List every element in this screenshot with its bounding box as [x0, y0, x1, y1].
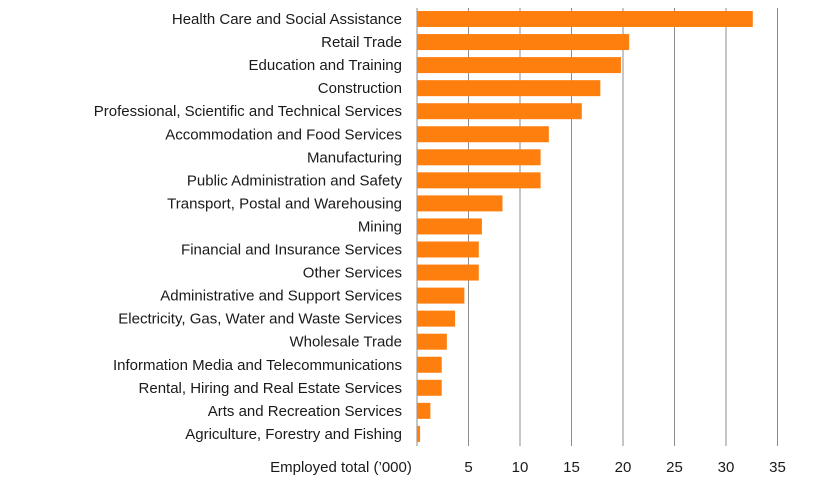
x-axis-title: Employed total (’000)	[270, 459, 412, 476]
bar	[417, 57, 621, 74]
category-label: Accommodation and Food Services	[165, 126, 402, 143]
x-tick-label: 10	[512, 459, 529, 476]
category-label: Education and Training	[249, 57, 402, 74]
bar	[417, 103, 582, 120]
bar	[417, 149, 541, 166]
bar	[417, 126, 549, 143]
bar	[417, 241, 479, 258]
x-tick-label: 35	[769, 459, 786, 476]
category-label: Administrative and Support Services	[160, 288, 402, 305]
x-tick-label: 5	[464, 459, 472, 476]
x-tick-label: 15	[563, 459, 580, 476]
bar	[417, 379, 442, 396]
bar	[417, 195, 503, 212]
bar	[417, 356, 442, 373]
category-labels: Health Care and Social Assistance Retail …	[94, 11, 403, 443]
category-label: Wholesale Trade	[289, 334, 402, 351]
category-label: Manufacturing	[307, 149, 402, 166]
x-tick-label: 20	[615, 459, 632, 476]
bar	[417, 425, 421, 442]
category-label: Retail Trade	[321, 34, 402, 51]
category-label: Financial and Insurance Services	[181, 242, 402, 259]
bar	[417, 80, 601, 97]
category-label: Professional, Scientific and Technical S…	[94, 103, 402, 120]
category-label: Mining	[358, 218, 402, 235]
category-label: Rental, Hiring and Real Estate Services	[139, 380, 402, 397]
bar	[417, 218, 482, 235]
bar	[417, 172, 541, 189]
category-label: Electricity, Gas, Water and Waste Servic…	[118, 311, 402, 328]
bar	[417, 34, 630, 51]
category-label: Health Care and Social Assistance	[172, 11, 402, 28]
category-label: Transport, Postal and Warehousing	[167, 195, 402, 212]
category-label: Arts and Recreation Services	[208, 403, 402, 420]
bar	[417, 402, 431, 419]
x-tick-labels: 5 10 15 20 25 30 35	[464, 459, 786, 476]
x-tick-label: 30	[718, 459, 735, 476]
category-label: Construction	[318, 80, 402, 97]
bar	[417, 264, 479, 281]
bars	[417, 11, 753, 442]
bar	[417, 310, 456, 327]
bar	[417, 333, 447, 350]
bar	[417, 287, 465, 304]
category-label: Agriculture, Forestry and Fishing	[185, 426, 402, 443]
bar	[417, 11, 753, 27]
category-label: Other Services	[303, 265, 402, 282]
x-tick-label: 25	[666, 459, 683, 476]
category-label: Information Media and Telecommunications	[113, 357, 402, 374]
category-label: Public Administration and Safety	[187, 172, 403, 189]
